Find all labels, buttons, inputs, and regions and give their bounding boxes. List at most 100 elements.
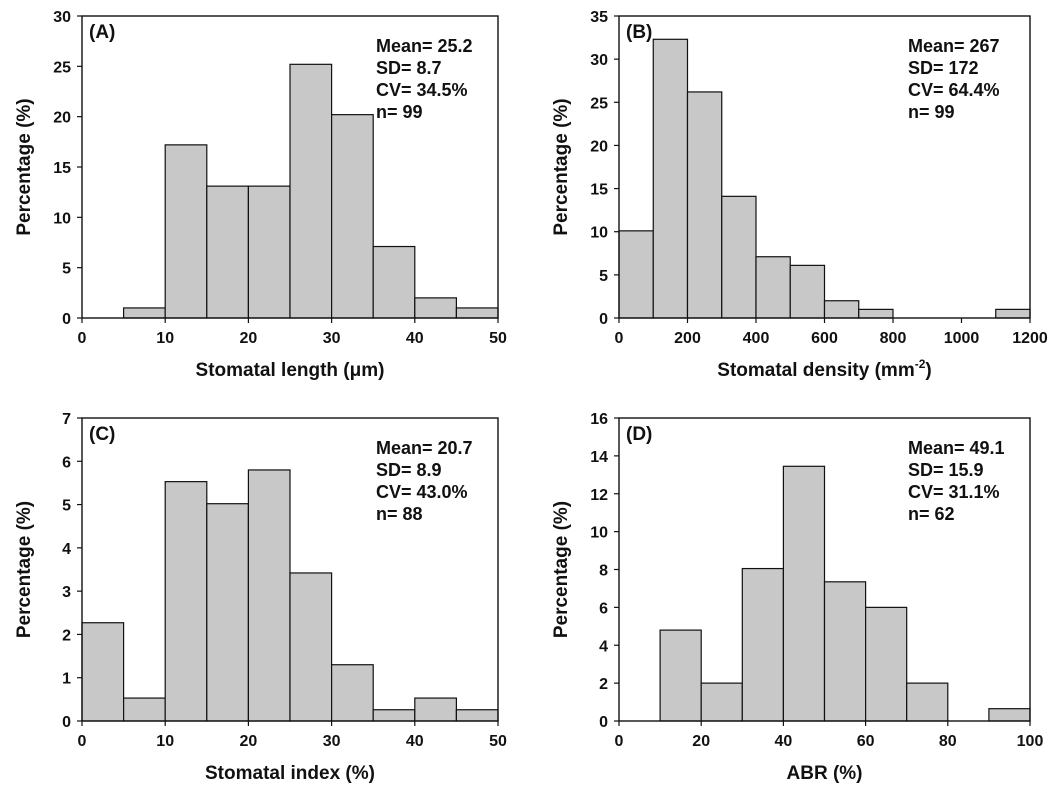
chart-d-x-tick-label: 40 (775, 733, 793, 750)
chart-d-bar-2 (659, 629, 702, 722)
chart-c-x-tick-label: 50 (489, 733, 507, 750)
chart-d-y-axis-title: Percentage (%) (551, 501, 572, 638)
chart-a-x-tick-label: 10 (156, 330, 174, 347)
chart-c-panel: 0 10 20 30 40 50 0 1 2 3 4 5 6 7 (C) Stomatal index (%)… (14, 411, 507, 784)
chart-a-stat-3: CV= 34.5% (376, 80, 468, 100)
chart-b-x-tick-label: 1000 (944, 330, 980, 347)
chart-d-y-tick-label: 6 (599, 600, 608, 617)
chart-a-bar-5 (247, 185, 291, 319)
chart-c-x-tick-label: 0 (78, 733, 87, 750)
chart-c-y-tick-label: 7 (62, 411, 71, 428)
chart-b-bar-4 (721, 195, 757, 319)
chart-c-y-tick-label: 2 (62, 627, 71, 644)
chart-a-y-tick-label: 30 (53, 9, 71, 26)
chart-c-x-tick-label: 40 (406, 733, 424, 750)
chart-a-y-tick-label: 20 (53, 110, 71, 127)
chart-d-y-tick-label: 8 (599, 563, 608, 580)
chart-d-bar-7 (864, 606, 908, 722)
chart-a-panel-label: (A) (89, 22, 115, 43)
chart-d-y-tick-label: 12 (590, 487, 608, 504)
chart-b-stat-2: SD= 172 (908, 58, 979, 78)
chart-c-bar-3 (164, 481, 208, 722)
chart-b-y-tick-label: 20 (590, 138, 608, 155)
chart-c-bar-10 (455, 709, 499, 722)
chart-b-y-tick-label: 5 (599, 268, 608, 285)
chart-c-bar-9 (414, 697, 457, 722)
chart-a-y-axis-title: Percentage (%) (14, 98, 35, 235)
chart-d-bar-3 (700, 682, 743, 722)
chart-d-y-tick-label: 2 (599, 676, 608, 693)
chart-c-stat-2: SD= 8.9 (376, 460, 442, 480)
chart-b-y-tick-label: 35 (590, 9, 608, 26)
chart-b-x-tick-label: 600 (811, 330, 838, 347)
chart-b-panel: 0 200 400 600 800 1000 1200 0 5 10 15 20 25 30 35 (B) St… (551, 9, 1048, 381)
chart-a-bar-9 (414, 297, 457, 319)
chart-b-bar-3 (686, 91, 723, 319)
chart-d-x-tick-label: 20 (692, 733, 710, 750)
chart-b-x-axis-title: Stomatal density (mm-2) (717, 357, 931, 381)
chart-d-x-tick-label: 60 (857, 733, 875, 750)
chart-b-stat-1: Mean= 267 (908, 36, 1000, 56)
chart-a-x-axis-title: Stomatal length (μm) (196, 360, 385, 381)
chart-c-bar-5 (247, 469, 291, 722)
chart-b-stat-3: CV= 64.4% (908, 80, 1000, 100)
chart-b-panel-label: (B) (626, 22, 652, 43)
chart-c-bar-2 (122, 697, 166, 722)
chart-c-y-tick-label: 5 (62, 498, 71, 515)
chart-c-x-axis-title: Stomatal index (%) (205, 763, 375, 784)
chart-b-x-tick-label: 1200 (1012, 330, 1048, 347)
chart-a-panel: 0 10 20 30 40 50 0 5 10 15 20 25 30 (A) Stomatal lengt… (14, 9, 507, 381)
chart-c-stat-1: Mean= 20.7 (376, 438, 473, 458)
chart-b-x-axis-title-suffix: ) (925, 360, 931, 381)
chart-a-y-tick-label: 10 (53, 210, 71, 227)
chart-d-stat-2: SD= 15.9 (908, 460, 984, 480)
chart-c-y-tick-label: 6 (62, 454, 71, 471)
chart-b-bar-5 (755, 256, 791, 319)
chart-b-y-tick-label: 15 (590, 182, 608, 199)
chart-c-stat-3: CV= 43.0% (376, 482, 468, 502)
chart-d-x-tick-label: 80 (939, 733, 957, 750)
chart-b-bar-6 (789, 264, 826, 319)
chart-c-bar-6 (289, 572, 333, 722)
chart-c-y-tick-label: 0 (62, 714, 71, 731)
chart-a-bar-3 (164, 144, 208, 319)
chart-b-bar-12 (995, 308, 1031, 319)
chart-d-bar-8 (906, 682, 949, 722)
chart-b-bar-7 (823, 300, 860, 319)
chart-d-y-tick-label: 0 (599, 714, 608, 731)
chart-a-bar-6 (289, 63, 333, 319)
chart-a-y-tick-label: 0 (62, 311, 71, 328)
chart-d-y-tick-label: 4 (599, 638, 608, 655)
chart-c-x-tick-label: 10 (156, 733, 174, 750)
chart-b-x-tick-label: 800 (880, 330, 907, 347)
chart-c-plot-frame (81, 417, 499, 722)
chart-b-x-axis-title-superscript: -2 (915, 357, 926, 371)
chart-d-y-tick-label: 16 (590, 411, 608, 428)
chart-d-x-axis-title: ABR (%) (787, 763, 863, 784)
chart-b-x-tick-label: 400 (743, 330, 770, 347)
chart-b-y-tick-label: 0 (599, 311, 608, 328)
chart-c-stat-4: n= 88 (376, 504, 423, 524)
chart-c-y-tick-label: 1 (62, 671, 71, 688)
chart-c-x-tick-label: 30 (323, 733, 341, 750)
chart-c-bar-7 (331, 664, 374, 722)
chart-a-stat-2: SD= 8.7 (376, 58, 442, 78)
chart-a-bar-4 (206, 185, 250, 319)
chart-b-x-tick-label: 0 (615, 330, 624, 347)
chart-c-bar-8 (372, 709, 416, 722)
chart-d-y-tick-label: 10 (590, 525, 608, 542)
chart-a-x-tick-label: 0 (78, 330, 87, 347)
chart-a-y-tick-label: 5 (62, 261, 71, 278)
chart-d-stat-3: CV= 31.1% (908, 482, 1000, 502)
chart-a-y-tick-label: 25 (53, 59, 71, 76)
chart-c-y-tick-label: 4 (62, 541, 71, 558)
chart-c-panel-label: (C) (89, 424, 115, 445)
chart-a-x-tick-label: 40 (406, 330, 424, 347)
chart-d-stat-4: n= 62 (908, 504, 955, 524)
chart-b-bar-1 (618, 230, 654, 319)
chart-d-x-tick-label: 100 (1017, 733, 1044, 750)
chart-a-stat-4: n= 99 (376, 102, 423, 122)
chart-a-bar-8 (372, 245, 416, 319)
chart-b-y-axis-title: Percentage (%) (551, 98, 572, 235)
